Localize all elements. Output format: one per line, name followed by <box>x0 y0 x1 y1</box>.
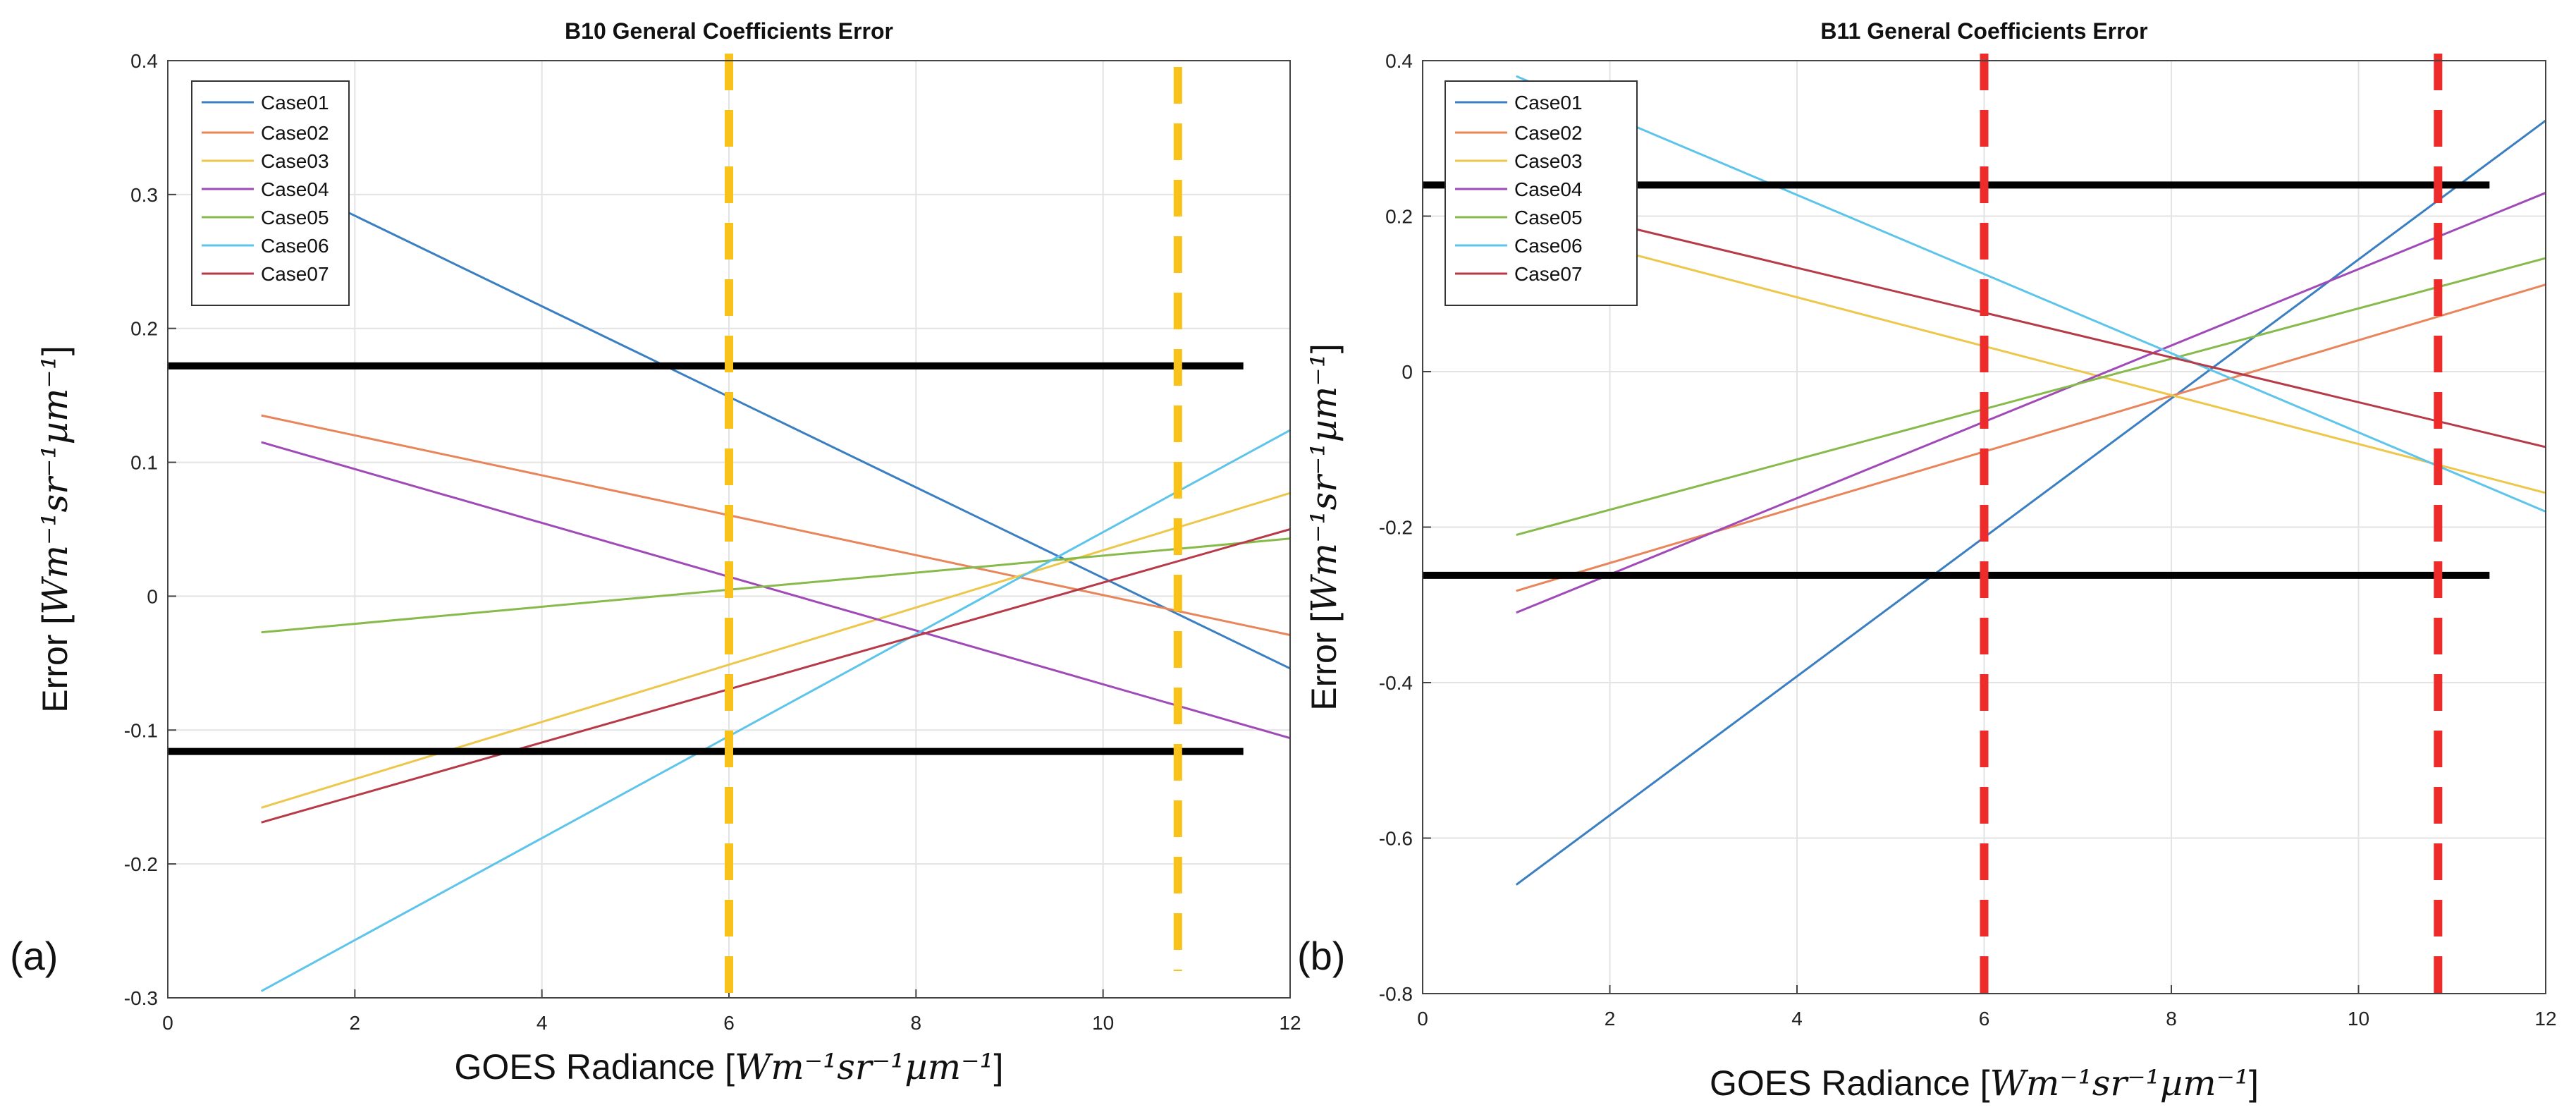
y-axis-label: Error [Wm⁻¹sr⁻¹µm⁻¹] <box>1304 343 1344 710</box>
x-axis-label-bracket-close: ] <box>994 1047 1004 1087</box>
y-tick-label: -0.1 <box>124 719 158 741</box>
series-line-case03 <box>1516 223 2546 494</box>
y-axis-label-units: Wm⁻¹sr⁻¹µm⁻¹ <box>1304 353 1344 613</box>
y-tick-label: 0 <box>1402 361 1413 383</box>
series-line-case02 <box>261 414 1291 636</box>
y-axis-label-bracket-open: [ <box>1304 613 1344 623</box>
x-axis-label: GOES Radiance [Wm⁻¹sr⁻¹µm⁻¹] <box>455 1046 1004 1087</box>
y-tick-label: -0.6 <box>1379 828 1413 850</box>
x-axis-label-units: Wm⁻¹sr⁻¹µm⁻¹ <box>1989 1063 2249 1104</box>
x-tick-label: 12 <box>1279 1012 1301 1034</box>
series-line-case05 <box>1516 257 2546 536</box>
legend-label-case02: Case02 <box>1514 122 1583 144</box>
x-tick-label: 12 <box>2534 1008 2556 1030</box>
x-axis-label-units: Wm⁻¹sr⁻¹µm⁻¹ <box>735 1046 994 1087</box>
chart-title: B11 General Coefficients Error <box>1820 18 2147 44</box>
legend: Case01 Case02 Case03 Case04 Case05 Case06 Case… <box>1445 80 1638 306</box>
series-line-case04 <box>1516 192 2546 614</box>
x-tick-label: 6 <box>723 1012 735 1034</box>
x-tick-label: 0 <box>162 1012 173 1034</box>
x-tick-label: 4 <box>536 1012 548 1034</box>
y-axis-label-bracket-close: ] <box>35 346 75 355</box>
legend-box <box>1445 80 1638 306</box>
legend-label-case03: Case03 <box>1514 150 1583 172</box>
legend-label-case03: Case03 <box>261 150 329 172</box>
x-tick-label: 2 <box>1605 1008 1616 1030</box>
axes-box <box>1422 60 2546 994</box>
y-axis-label-text: Error <box>35 625 75 713</box>
legend: Case01 Case02 Case03 Case04 Case05 Case06 Case… <box>191 80 350 306</box>
series-line-case05 <box>261 537 1291 634</box>
y-axis-label-bracket-open: [ <box>35 615 75 625</box>
y-tick-label: -0.8 <box>1379 983 1413 1005</box>
legend-label-case05: Case05 <box>261 207 329 228</box>
y-tick-label: -0.2 <box>124 853 158 875</box>
legend-label-case02: Case02 <box>261 122 329 144</box>
axes-box <box>167 60 1291 999</box>
y-tick-label: -0.3 <box>124 987 158 1009</box>
y-axis-label-text: Error <box>1304 623 1344 711</box>
y-tick-label: 0 <box>147 585 158 607</box>
y-tick-label: -0.4 <box>1379 672 1413 694</box>
chart-title: B10 General Coefficients Error <box>565 18 893 44</box>
legend-label-case01: Case01 <box>261 92 329 114</box>
series-line-case07 <box>261 528 1291 824</box>
y-tick-label: -0.2 <box>1379 517 1413 539</box>
x-tick-label: 10 <box>1092 1012 1114 1034</box>
y-tick-label: 0.2 <box>1385 206 1413 228</box>
x-tick-label: 2 <box>350 1012 361 1034</box>
x-axis-label-bracket-open: [ <box>1980 1063 1990 1103</box>
legend-label-case07: Case07 <box>1514 263 1583 285</box>
legend-label-case06: Case06 <box>1514 235 1583 257</box>
x-axis-label-text: GOES Radiance <box>455 1047 725 1087</box>
y-axis-label: Error [Wm⁻¹sr⁻¹µm⁻¹] <box>35 346 75 712</box>
legend-label-case06: Case06 <box>261 235 329 257</box>
x-axis-label: GOES Radiance [Wm⁻¹sr⁻¹µm⁻¹] <box>1710 1063 2259 1104</box>
series-line-case07 <box>1516 199 2546 448</box>
chart-panel-b: 0 2 4 6 8 10 12-0.8-0.6-0.4-0.200.20.4Case01Ca… <box>1297 18 2557 1104</box>
y-tick-label: 0.3 <box>130 184 158 206</box>
legend-label-case01: Case01 <box>1514 92 1583 114</box>
y-tick-label: 0.1 <box>130 452 158 474</box>
y-tick-label: 0.4 <box>1385 50 1413 72</box>
x-axis-label-text: GOES Radiance <box>1710 1063 1980 1103</box>
legend-label-case04: Case04 <box>261 178 329 200</box>
x-tick-label: 6 <box>1979 1008 1990 1030</box>
legend-label-case07: Case07 <box>261 263 329 285</box>
chart-panel-a: 0 2 4 6 8 10 12 -0.3 -0.2 -0.1 0 0.1 0.2 0.3 0.4 Case01… <box>10 18 1301 1087</box>
y-axis-label-bracket-close: ] <box>1304 343 1344 353</box>
series-line-case02 <box>1516 283 2546 592</box>
panel-label: (b) <box>1297 934 1345 978</box>
series-line-case06 <box>1516 75 2546 513</box>
y-tick-label: 0.4 <box>130 50 158 72</box>
legend-box <box>191 80 350 306</box>
x-tick-label: 8 <box>2166 1008 2177 1030</box>
y-axis-label-units: Wm⁻¹sr⁻¹µm⁻¹ <box>35 355 75 615</box>
x-tick-label: 4 <box>1791 1008 1803 1030</box>
y-tick-label: 0.2 <box>130 318 158 340</box>
x-axis-label-bracket-open: [ <box>725 1047 735 1087</box>
series-line-case03 <box>261 492 1291 809</box>
series-line-case04 <box>261 441 1291 740</box>
series-line-case06 <box>260 429 1291 992</box>
series-line-case01 <box>261 169 1291 670</box>
x-axis-label-bracket-close: ] <box>2249 1063 2259 1103</box>
series-line-case01 <box>1515 119 2546 886</box>
panel-label: (a) <box>10 934 58 978</box>
x-tick-label: 8 <box>911 1012 922 1034</box>
legend-label-case04: Case04 <box>1514 178 1583 200</box>
legend-label-case05: Case05 <box>1514 207 1583 228</box>
x-tick-label: 0 <box>1417 1008 1428 1030</box>
x-tick-label: 10 <box>2348 1008 2369 1030</box>
